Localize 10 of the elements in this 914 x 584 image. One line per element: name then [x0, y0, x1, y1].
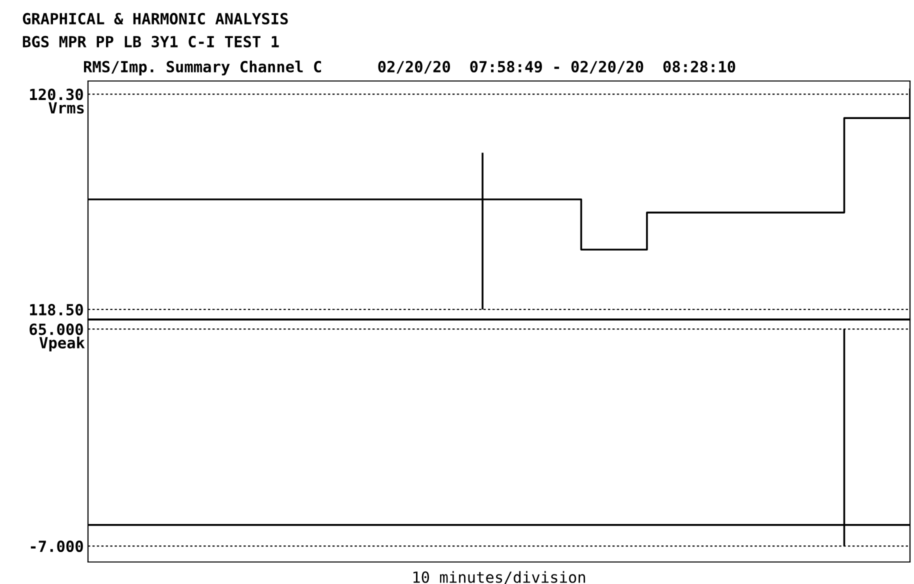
y-axis-title: Vpeak — [39, 336, 85, 352]
chart-title: GRAPHICAL & HARMONIC ANALYSIS — [22, 12, 288, 24]
y-tick-label: 65.000 — [30, 324, 83, 336]
y-tick-label: 118.50 — [30, 304, 83, 316]
x-axis-title: 10 minutes/division — [413, 571, 586, 584]
y-axis-title: Vrms — [48, 102, 84, 114]
chart-subtitle: BGS MPR PP LB 3Y1 C-I TEST 1 — [22, 36, 279, 48]
y-tick-label: -7.000 — [30, 540, 83, 552]
y-tick-label: 120.30 — [30, 88, 83, 100]
text: RMS/Imp. Summary Channel C 02/20/20 07:58:49 - 02/20/20 08:28:10 — [84, 60, 736, 76]
